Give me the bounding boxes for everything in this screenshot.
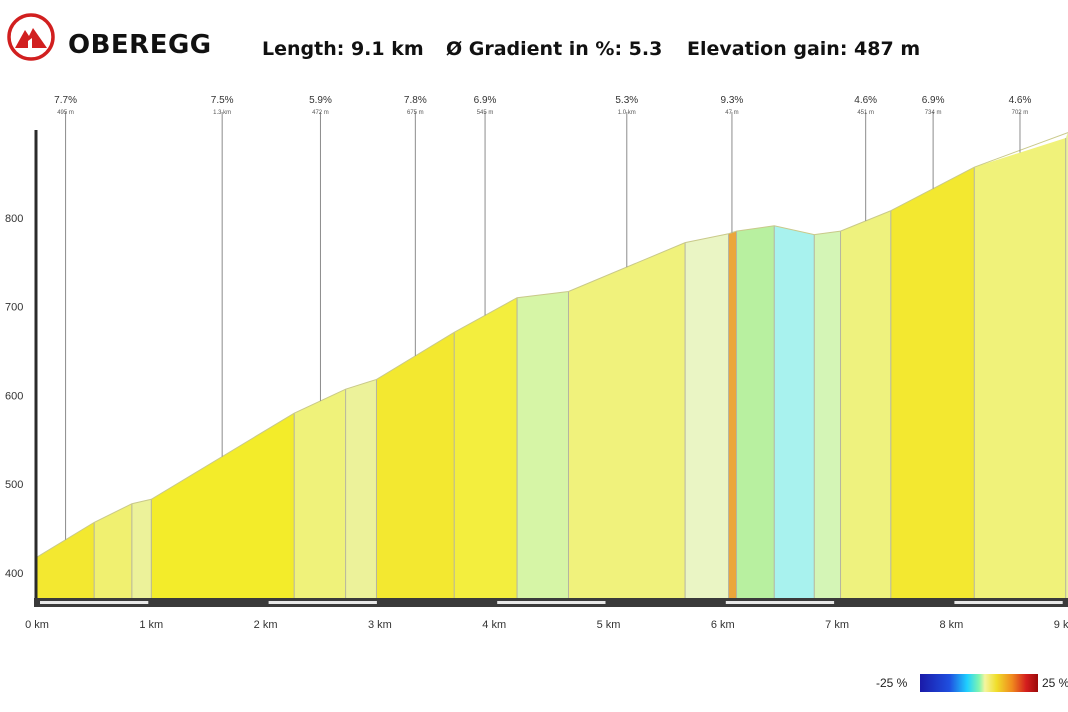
gradient-segment: [728, 231, 737, 598]
gradient-segment: [974, 138, 1066, 598]
annotation-length-label: 472 m: [312, 110, 329, 116]
x-axis-km-stripe: [497, 601, 606, 604]
x-tick-label: 3 km: [368, 619, 392, 631]
annotation-length-label: 734 m: [925, 110, 942, 116]
x-tick-label: 4 km: [482, 619, 506, 631]
gradient-segment: [890, 167, 975, 598]
legend-color-scale: [920, 674, 1038, 692]
header: OBEREGG Length: 9.1 km Ø Gradient in %: …: [0, 0, 1068, 80]
gradient-color-legend: -25 % 25 %: [870, 672, 1068, 696]
x-axis-km-stripe: [954, 601, 1063, 604]
gradient-segment: [814, 231, 841, 598]
y-tick-label: 400: [5, 568, 23, 580]
annotation-length-label: 675 m: [407, 110, 424, 116]
legend-min-label: -25 %: [876, 676, 908, 690]
gradient-segment: [568, 242, 686, 598]
elevation-gain-stat: Elevation gain: 487 m: [687, 38, 921, 60]
annotation-length-label: 702 m: [1012, 110, 1029, 116]
gradient-segment: [345, 379, 377, 598]
y-tick-label: 700: [5, 302, 23, 314]
annotation-length-label: 1.3 km: [213, 110, 231, 116]
length-stat: Length: 9.1 km: [262, 38, 424, 60]
elevation-profile-line: [36, 132, 1068, 558]
gradient-segment: [376, 332, 455, 598]
x-axis-km-stripe: [725, 601, 835, 604]
x-tick-label: 0 km: [25, 619, 49, 631]
annotation-length-label: 1.0 km: [618, 110, 636, 116]
gradient-segment: [294, 389, 346, 598]
gradient-segment: [736, 225, 775, 599]
y-tick-label: 600: [5, 390, 23, 402]
gradient-segment: [131, 499, 152, 598]
annotation-grade-label: 7.8%: [404, 95, 427, 106]
x-tick-label: 7 km: [825, 619, 849, 631]
annotation-length-label: 451 m: [857, 110, 874, 116]
gradient-segment: [685, 233, 729, 598]
gradient-stat: Ø Gradient in %: 5.3: [446, 38, 663, 60]
x-axis-km-stripe: [268, 601, 377, 604]
annotation-grade-label: 5.9%: [309, 95, 332, 106]
annotation-length-label: 47 m: [725, 110, 738, 116]
y-tick-label: 500: [5, 479, 23, 491]
gradient-segment: [1065, 132, 1068, 598]
x-tick-label: 6 km: [711, 619, 735, 631]
x-tick-label: 9 km: [1054, 619, 1068, 631]
legend-max-label: 25 %: [1042, 676, 1068, 690]
gradient-segment: [151, 413, 295, 598]
mountain-logo-icon: [7, 13, 55, 61]
gradient-segment: [37, 522, 95, 598]
annotation-grade-label: 5.3%: [615, 95, 638, 106]
annotation-length-label: 545 m: [477, 110, 494, 116]
annotation-length-label: 495 m: [57, 110, 74, 116]
page-title: OBEREGG: [68, 30, 212, 60]
annotation-grade-label: 4.6%: [1009, 95, 1032, 106]
annotation-grade-label: 7.5%: [211, 95, 234, 106]
annotation-grade-label: 6.9%: [922, 95, 945, 106]
annotation-grade-label: 6.9%: [474, 95, 497, 106]
y-tick-label: 800: [5, 213, 23, 225]
x-axis-km-stripe: [40, 601, 149, 604]
gradient-segment: [517, 291, 569, 598]
elevation-profile-chart: 7.7% 495 m 7.5% 1.3 km 5.9% 472 m 7.8% 675 m 6.9…: [5, 95, 1068, 631]
annotation-grade-label: 7.7%: [54, 95, 77, 106]
gradient-segment: [454, 297, 518, 598]
x-tick-label: 5 km: [597, 619, 621, 631]
gradient-segment: [94, 503, 132, 598]
x-tick-label: 2 km: [254, 619, 278, 631]
annotation-grade-label: 4.6%: [854, 95, 877, 106]
gradient-segment: [774, 225, 815, 599]
x-tick-label: 1 km: [139, 619, 163, 631]
x-tick-label: 8 km: [939, 619, 963, 631]
annotation-grade-label: 9.3%: [721, 95, 744, 106]
gradient-segment: [840, 210, 891, 599]
